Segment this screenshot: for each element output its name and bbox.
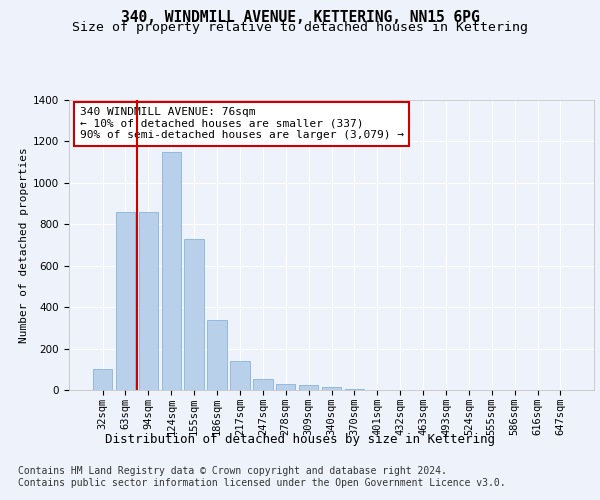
Bar (253, 378, 272, 390)
Bar (299, 386, 319, 390)
Text: Size of property relative to detached houses in Kettering: Size of property relative to detached ho… (72, 21, 528, 34)
Text: Distribution of detached houses by size in Kettering: Distribution of detached houses by size … (105, 432, 495, 446)
Text: Contains public sector information licensed under the Open Government Licence v3: Contains public sector information licen… (18, 478, 506, 488)
Text: Contains HM Land Registry data © Crown copyright and database right 2024.: Contains HM Land Registry data © Crown c… (18, 466, 447, 476)
Bar (184, 239, 204, 390)
Bar (116, 212, 135, 390)
Bar (139, 212, 158, 390)
Text: 340 WINDMILL AVENUE: 76sqm
← 10% of detached houses are smaller (337)
90% of sem: 340 WINDMILL AVENUE: 76sqm ← 10% of deta… (79, 108, 404, 140)
Bar (93, 370, 112, 390)
Bar (276, 384, 295, 390)
Bar (322, 387, 341, 390)
Bar (230, 361, 250, 390)
Y-axis label: Number of detached properties: Number of detached properties (19, 147, 29, 343)
Bar (344, 389, 364, 390)
Bar (161, 152, 181, 390)
Text: 340, WINDMILL AVENUE, KETTERING, NN15 6PG: 340, WINDMILL AVENUE, KETTERING, NN15 6P… (121, 10, 479, 25)
Bar (208, 320, 227, 390)
